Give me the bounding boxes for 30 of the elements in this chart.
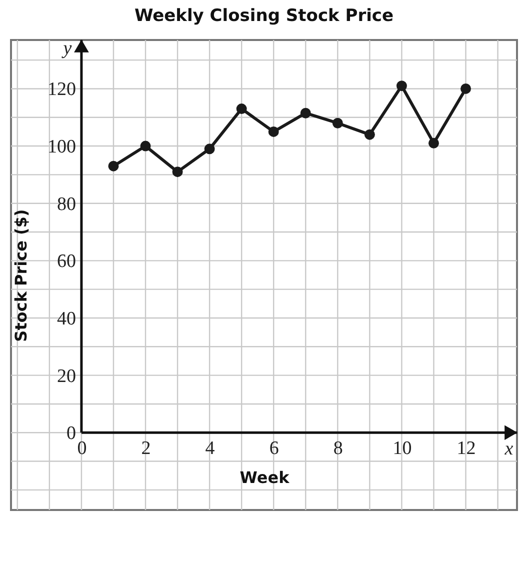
x-axis-title: Week bbox=[240, 468, 290, 488]
y-tick-label: 60 bbox=[56, 251, 76, 272]
point bbox=[364, 129, 375, 140]
x-tick-label: 6 bbox=[269, 438, 279, 460]
y-tick-label: 0 bbox=[66, 423, 76, 444]
y-axis-title: Stock Price ($) bbox=[11, 209, 30, 342]
point bbox=[460, 83, 472, 94]
y-tick-label: 80 bbox=[56, 194, 76, 215]
chart-title: Weekly Closing Stock Price bbox=[134, 6, 394, 26]
point bbox=[268, 126, 279, 137]
point bbox=[140, 140, 151, 152]
point bbox=[236, 104, 247, 114]
point bbox=[396, 80, 407, 92]
x-tick-label: 8 bbox=[333, 438, 343, 460]
y-tick-label: 40 bbox=[56, 308, 76, 330]
x-tick-label: 2 bbox=[141, 438, 151, 460]
point bbox=[300, 108, 311, 118]
point bbox=[428, 138, 439, 148]
y-tick-label: 120 bbox=[47, 79, 76, 100]
point bbox=[172, 166, 183, 178]
x-tick-label: 4 bbox=[205, 438, 216, 460]
annotation: y bbox=[61, 38, 72, 59]
point bbox=[204, 144, 215, 154]
annotation: x bbox=[504, 438, 514, 460]
point bbox=[332, 118, 343, 128]
point bbox=[108, 160, 119, 172]
x-tick-label: 12 bbox=[456, 438, 476, 460]
y-tick-label: 100 bbox=[47, 136, 76, 158]
y-tick-label: 20 bbox=[56, 366, 76, 387]
x-tick-label: 10 bbox=[392, 438, 412, 460]
